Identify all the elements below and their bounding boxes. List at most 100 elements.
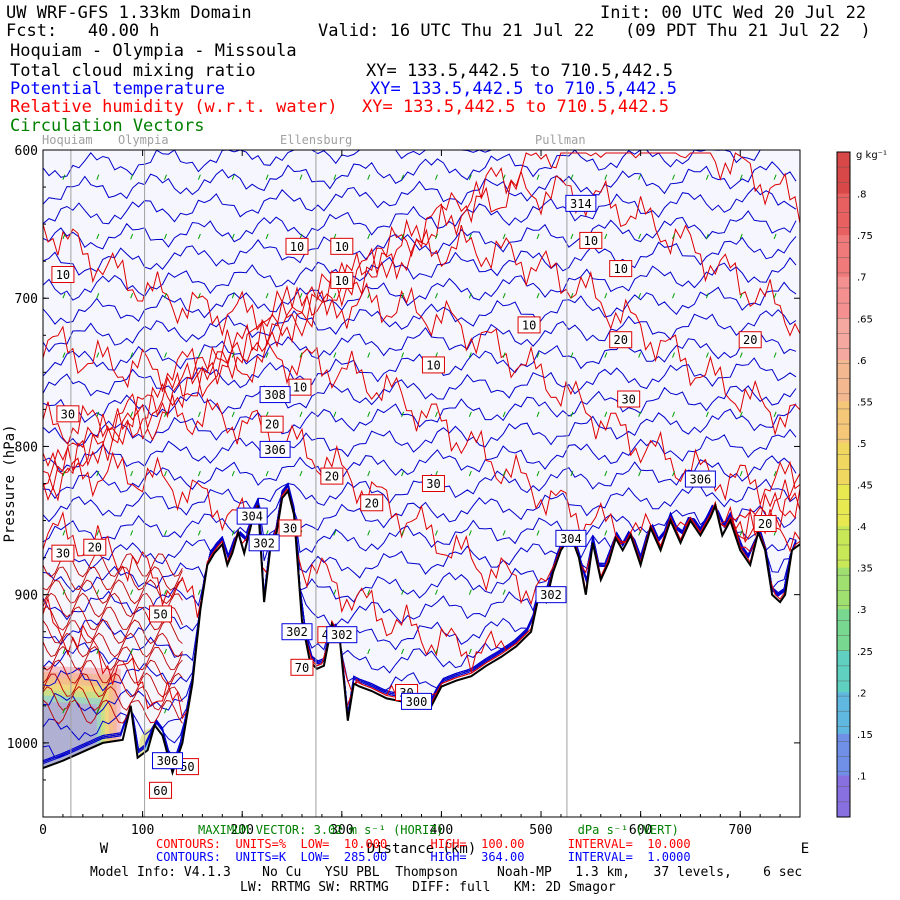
circulation-vectors <box>62 174 777 714</box>
rh-contour-label-box <box>290 658 314 676</box>
vector-arrow <box>62 648 66 655</box>
rh-contour-label: 20 <box>364 496 378 510</box>
theta-contour-label-box <box>401 692 433 710</box>
vector-arrow <box>197 352 201 358</box>
y-tick-label: 600 <box>15 144 38 159</box>
y-tick-label: 800 <box>15 440 38 455</box>
vector-arrow <box>468 174 472 180</box>
vector-arrow <box>434 411 438 417</box>
theta-contour-label: 306 <box>264 443 286 457</box>
theta-contour-label: 304 <box>241 510 263 524</box>
colorbar-swatch <box>837 650 850 693</box>
theta-contour-info: CONTOURS: UNITS=K LOW= 285.00 HIGH= 364.… <box>156 850 691 864</box>
vector-arrow <box>62 589 66 595</box>
vector-arrow <box>164 589 167 595</box>
vector-arrow <box>570 352 574 358</box>
rh-contour-label: 10 <box>613 262 627 276</box>
rh-contour-label-box <box>83 538 107 556</box>
vector-arrow <box>502 589 506 595</box>
vector-arrow <box>62 470 66 477</box>
vector-arrow <box>333 530 337 536</box>
rh-contour-label: 20 <box>613 333 627 347</box>
y-tick-label: 700 <box>15 292 38 307</box>
vector-arrow <box>468 411 472 417</box>
vector-arrow <box>401 411 405 417</box>
vector-arrow <box>773 293 777 299</box>
vector-arrow <box>164 174 167 180</box>
theta-line <box>43 257 797 325</box>
rh-contour-label: 20 <box>758 517 772 531</box>
theta-contour-label-box <box>565 194 597 212</box>
vector-arrow <box>468 233 472 240</box>
vector-arrow <box>401 352 405 358</box>
theta-line <box>43 332 797 397</box>
vector-arrow <box>367 411 371 417</box>
vector-arrow <box>164 411 167 417</box>
colorbar-swatch <box>837 526 850 569</box>
rh-contour-label-box <box>320 467 344 485</box>
rh-contour-label: 50 <box>180 760 194 774</box>
vector-arrow <box>502 174 506 180</box>
rh-contour-label-box <box>149 781 173 799</box>
vector-arrow <box>604 411 608 417</box>
vector-arrow <box>197 293 201 299</box>
colorbar-swatch <box>837 484 850 527</box>
vector-arrow <box>96 233 100 240</box>
y-tick-label: 900 <box>15 589 38 604</box>
vector-arrow <box>604 174 608 180</box>
rh-contour-label: 10 <box>293 381 307 395</box>
vector-arrow <box>62 352 66 358</box>
vector-arrow <box>130 293 134 299</box>
vector-arrow <box>536 470 540 477</box>
rh-contour-label: 30 <box>621 393 635 407</box>
vector-arrow <box>705 411 709 417</box>
rh-line <box>43 224 800 446</box>
vector-arrow <box>130 352 134 358</box>
colorbar-label: .7 <box>857 273 867 284</box>
rh-contour-label: 10 <box>290 240 304 254</box>
vector-arrow <box>638 470 642 477</box>
colorbar-label: .2 <box>857 688 867 699</box>
vector-arrow <box>164 708 167 714</box>
vector-arrow <box>739 352 743 358</box>
theta-line <box>43 478 797 545</box>
rh-contour-label: 30 <box>283 521 297 535</box>
rh-line-dense <box>43 606 183 631</box>
valid-time: Valid: 16 UTC Thu 21 Jul 22 (09 PDT Thu … <box>318 21 871 41</box>
vector-arrow <box>333 174 337 180</box>
rh-line-dense <box>43 699 183 725</box>
location-hoquiam: Hoquiam <box>42 133 93 147</box>
rh-contour-label: 10 <box>426 358 440 372</box>
rh-contour-label-box <box>609 331 633 349</box>
field-potential-temp: Potential temperature <box>10 79 225 99</box>
theta-contour-label: 306 <box>690 473 712 487</box>
vector-arrow <box>502 411 506 417</box>
colorbar-swatch <box>837 733 850 776</box>
rh-contour-label-box <box>609 260 633 278</box>
x-tick-label: 100 <box>131 823 154 838</box>
vector-arrow <box>197 589 201 595</box>
vector-arrow <box>570 470 574 477</box>
colorbar-units: g kg⁻¹ <box>856 150 887 161</box>
colorbar-swatch <box>837 193 850 236</box>
vector-arrow <box>333 589 337 595</box>
vector-arrow <box>434 589 438 595</box>
vector-arrow <box>604 352 608 358</box>
x-tick-label: 200 <box>230 823 253 838</box>
vector-arrow <box>705 352 709 358</box>
theta-contour-label-box <box>236 507 268 525</box>
theta-contour-label-box <box>684 470 716 488</box>
rh-contour-label: 10 <box>584 234 598 248</box>
vector-arrow <box>672 411 675 417</box>
vector-arrow <box>401 470 405 477</box>
vector-arrow <box>434 530 438 536</box>
vector-arrow <box>367 233 371 240</box>
vector-arrow <box>231 233 235 240</box>
rh-line-dense <box>43 632 183 658</box>
vector-arrow <box>333 293 337 299</box>
colorbar-label: .55 <box>857 397 873 408</box>
vector-arrow <box>401 530 405 536</box>
theta-contour-label: 302 <box>286 625 308 639</box>
vector-arrow <box>96 470 100 477</box>
vector-arrow <box>672 293 675 299</box>
